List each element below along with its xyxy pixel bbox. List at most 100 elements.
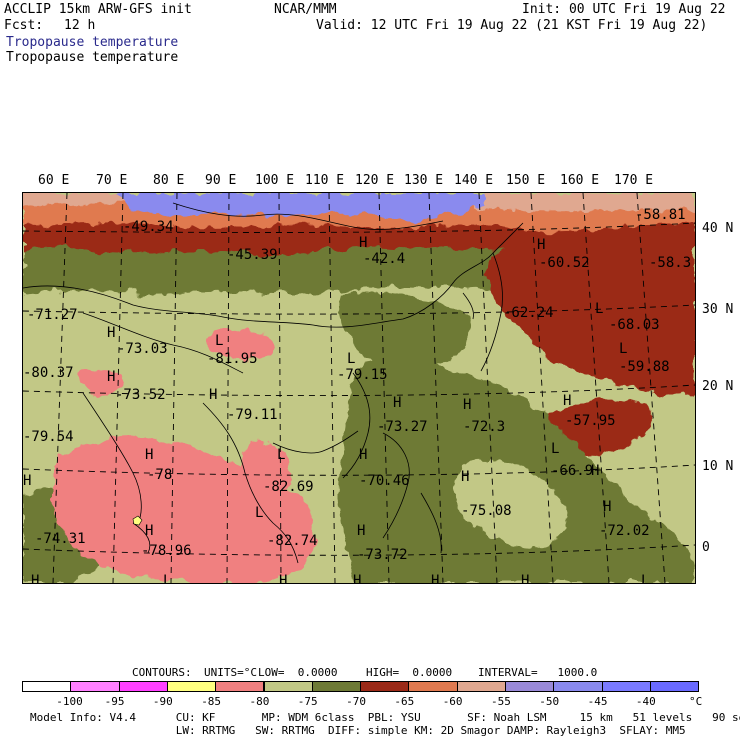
- colorbar-tick: -65: [394, 695, 415, 708]
- value-label: -60.52: [539, 255, 590, 271]
- high-marker: H: [31, 573, 39, 583]
- high-marker: H: [145, 447, 153, 463]
- high-marker: H: [521, 573, 529, 583]
- colorbar-unit: °C: [689, 695, 703, 708]
- value-label: -45.39: [227, 247, 278, 263]
- value-label: -71.27: [27, 307, 78, 323]
- colorbar-tick: -50: [539, 695, 560, 708]
- model-info-line1: Model Info: V4.4 CU: KF MP: WDM 6class P…: [30, 711, 740, 724]
- contours-units: UNITS=°C: [204, 666, 257, 679]
- high-marker: H: [591, 463, 599, 479]
- lon-label: 150 E: [506, 173, 546, 188]
- colorbar-bin: [408, 681, 458, 692]
- region-pink-indochina: [242, 441, 292, 495]
- lon-label: 80 E: [153, 173, 185, 188]
- colorbar-tick: -75: [297, 695, 318, 708]
- value-label: -74.31: [35, 531, 86, 547]
- band-blue: [113, 193, 483, 220]
- lat-label: 0: [702, 540, 710, 555]
- lat-label: 10 N: [702, 459, 734, 474]
- value-label: -79.15: [337, 367, 388, 383]
- high-marker: H: [107, 325, 115, 341]
- colorbar-tick: -70: [346, 695, 366, 708]
- lon-label: 60 E: [38, 173, 70, 188]
- colorbar-bin: [553, 681, 603, 692]
- value-label: -68.03: [609, 317, 660, 333]
- colorbar-bin: [118, 681, 168, 692]
- map-panel: -49.34 -45.39 H -42.4 -58.81 -60.52 -58.3 H -71.…: [22, 192, 696, 584]
- value-label: -57.95: [565, 413, 616, 429]
- colorbar-tick: -55: [491, 695, 511, 708]
- colorbar-bin: [601, 681, 651, 692]
- high-marker: H: [431, 573, 439, 583]
- extrema-labels: -49.34-45.39H-42.4-58.81-60.52 -58.3H-71.…: [23, 207, 691, 583]
- low-marker: L: [619, 341, 627, 357]
- contours-label: CONTOURS:: [132, 666, 192, 679]
- value-label: -70.46: [359, 473, 410, 489]
- low-marker: L: [347, 351, 355, 367]
- contours-interval: INTERVAL= 1000.0: [478, 666, 598, 679]
- value-label: -42.4: [363, 251, 405, 267]
- high-marker: H: [393, 395, 401, 411]
- lon-label: 110 E: [305, 173, 345, 188]
- region-dark-green-china: [338, 291, 471, 369]
- high-marker: H: [563, 393, 571, 409]
- value-label: -58.3: [649, 255, 691, 271]
- field-title: Tropopause temperature: [6, 50, 179, 65]
- value-label: -79.11: [227, 407, 278, 423]
- lon-label: 120 E: [355, 173, 395, 188]
- lat-label: 40 N: [702, 221, 734, 236]
- value-label: -62.24: [503, 305, 554, 321]
- value-label: -73.03: [117, 341, 168, 357]
- value-label: -80.37: [23, 365, 74, 381]
- high-marker: H: [107, 369, 115, 385]
- low-marker: L: [277, 447, 285, 463]
- contours-high: HIGH= 0.0000: [366, 666, 453, 679]
- high-marker: H: [537, 237, 545, 253]
- value-label: -73.27: [377, 419, 428, 435]
- field-title-blue: Tropopause temperature: [6, 35, 179, 50]
- low-marker: L: [163, 573, 171, 583]
- model-info-line2: LW: RRTMG SW: RRTMG DIFF: simple KM: 2D …: [30, 724, 686, 737]
- high-marker: H: [279, 573, 287, 583]
- low-marker: L: [215, 333, 223, 349]
- high-marker: H: [145, 523, 153, 539]
- region-pink-tibet: [205, 327, 274, 359]
- value-label: -75.08: [461, 503, 512, 519]
- colorbar-tick: -45: [587, 695, 608, 708]
- region-red-east: [487, 223, 695, 396]
- high-marker: H: [23, 473, 31, 489]
- lat-label: 20 N: [702, 379, 734, 394]
- colorbar-bin: [360, 681, 410, 692]
- value-label: -79.54: [23, 429, 74, 445]
- high-marker: H: [463, 397, 471, 413]
- colorbar-bin: [70, 681, 120, 692]
- value-label: -82.69: [263, 479, 314, 495]
- colorbar-tick: -90: [152, 695, 173, 708]
- colorbar-bin: [649, 681, 700, 692]
- graticule: [23, 193, 695, 583]
- region-light-pacific: [454, 460, 570, 547]
- lon-label: 160 E: [560, 173, 600, 188]
- high-marker: H: [353, 573, 361, 583]
- high-marker: H: [359, 447, 367, 463]
- low-marker: L: [255, 505, 263, 521]
- low-marker: L: [551, 441, 559, 457]
- value-label: -78.96: [141, 543, 192, 559]
- value-label: -82.74: [267, 533, 318, 549]
- lon-label: 70 E: [96, 173, 128, 188]
- colorbar-tick: -100: [56, 695, 83, 708]
- value-label: -72.02: [599, 523, 650, 539]
- colorbar-bin: [456, 681, 506, 692]
- low-marker: L: [641, 573, 649, 583]
- colorbar-bin: [215, 681, 265, 692]
- colorbar-tick: -95: [104, 695, 125, 708]
- lon-label: 90 E: [205, 173, 237, 188]
- high-marker: H: [357, 523, 365, 539]
- high-marker: H: [603, 499, 611, 515]
- model-title: ACCLIP 15km ARW-GFS init: [4, 2, 192, 17]
- high-marker: H: [359, 235, 367, 251]
- colorbar-bin: [166, 681, 217, 692]
- value-label: -59.88: [619, 359, 670, 375]
- lon-label: 130 E: [404, 173, 444, 188]
